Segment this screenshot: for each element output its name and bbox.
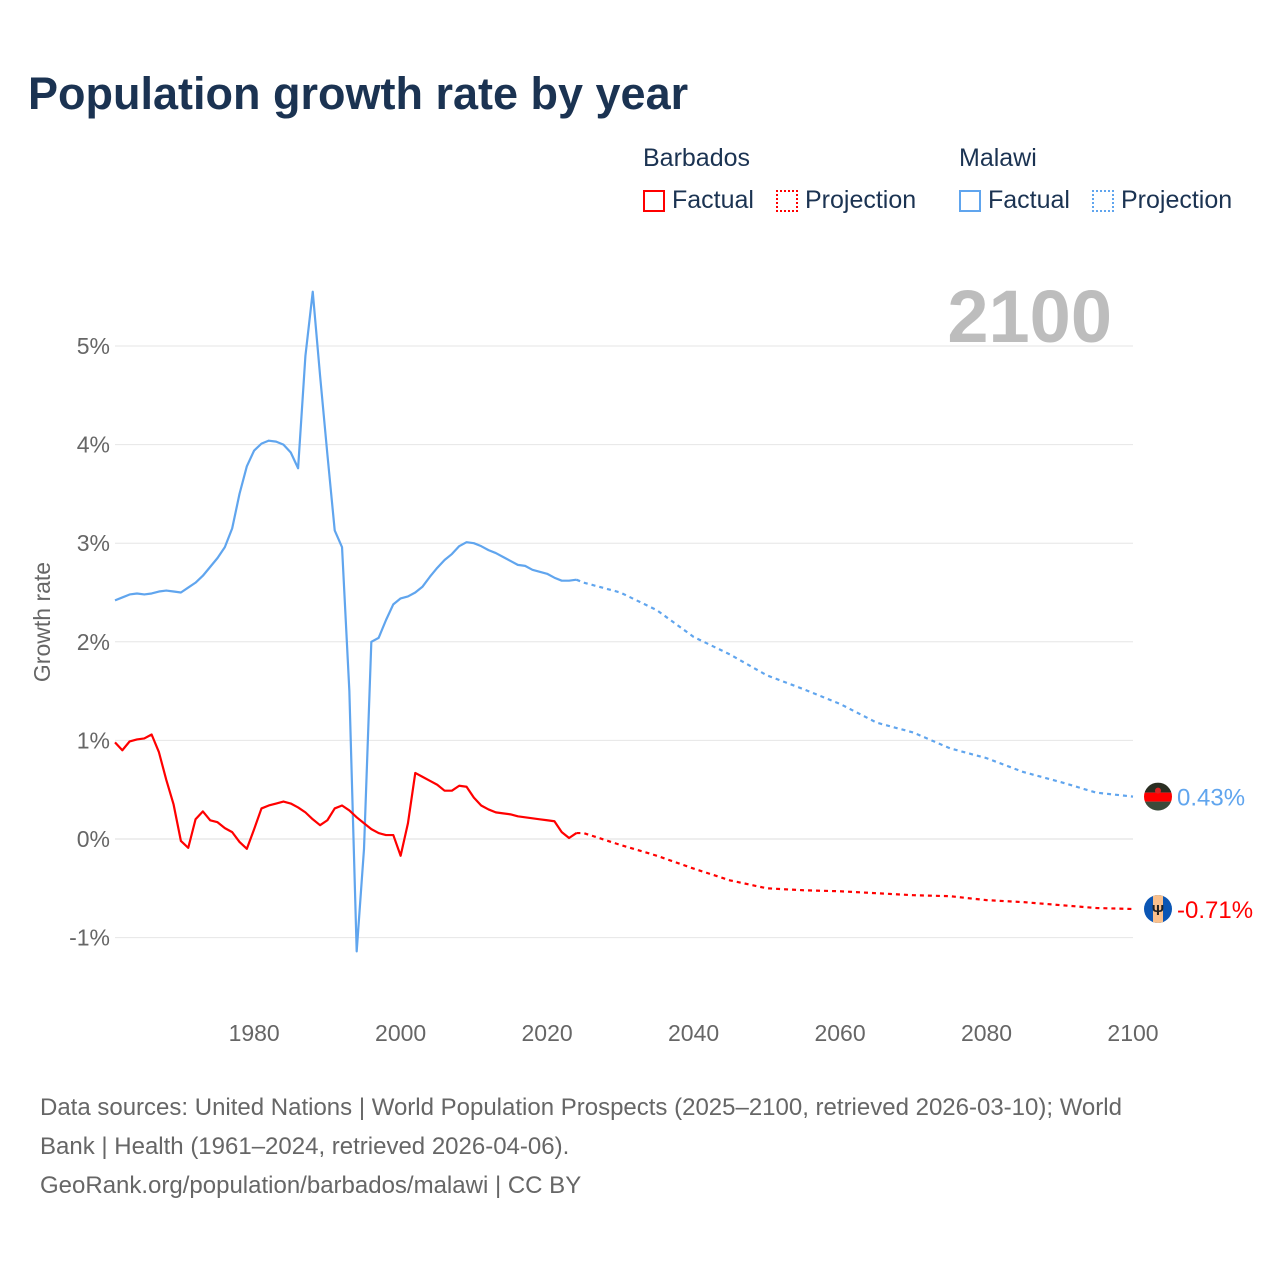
footer-sources: Data sources: United Nations | World Pop… (40, 1094, 1122, 1121)
trident-icon: Ψ (1152, 902, 1164, 919)
malawi-flag-icon (1144, 782, 1172, 811)
footer: Data sources: United Nations | World Pop… (40, 1088, 1240, 1205)
legend-group-malawi: Malawi (959, 144, 1037, 172)
chart-title: Population growth rate by year (28, 68, 689, 119)
legend-barbados-factual[interactable]: Factual (643, 186, 754, 215)
flag-sun (1155, 787, 1161, 794)
end-value-label: -0.71% (1177, 897, 1253, 924)
legend-swatch-solid (643, 189, 665, 212)
legend-label: Factual (672, 186, 754, 214)
flag-body: Ψ (1144, 895, 1172, 924)
y-tick-label: 2% (77, 629, 110, 655)
flag-stripe (1153, 895, 1163, 924)
legend-malawi-factual[interactable]: Factual (959, 186, 1070, 215)
y-tick-label: 5% (77, 333, 110, 359)
y-tick-label: 4% (77, 432, 110, 458)
series-line-malawi-factual (114, 290, 577, 953)
flag-body (1144, 782, 1172, 811)
footer-link[interactable]: GeoRank.org/population/barbados/malawi |… (40, 1172, 582, 1199)
x-tick-label: 2000 (375, 1020, 426, 1046)
legend-label: Projection (805, 186, 917, 214)
legend-label: Projection (1121, 186, 1233, 214)
x-tick-label: 2040 (668, 1020, 719, 1046)
y-tick-label: -1% (69, 925, 110, 951)
legend-swatch-dotted (776, 189, 798, 212)
footer-sources-cont: Bank | Health (1961–2024, retrieved 2026… (40, 1133, 570, 1160)
y-axis-label: Growth rate (29, 562, 55, 682)
legend-barbados-projection[interactable]: Projection (776, 186, 916, 215)
legend-malawi-projection[interactable]: Projection (1092, 186, 1232, 215)
barbados-flag-icon: Ψ (1144, 895, 1172, 924)
year-watermark: 2100 (947, 275, 1112, 358)
legend-swatch-dotted (1092, 189, 1114, 212)
series-line-barbados-factual (114, 733, 578, 857)
x-tick-label: 2080 (961, 1020, 1012, 1046)
legend-group-barbados: Barbados (643, 144, 751, 172)
series-line-malawi-projection (575, 578, 1134, 798)
series-line-barbados-projection (576, 831, 1134, 911)
legend-label: Factual (988, 186, 1070, 214)
legend-swatch-solid (959, 189, 981, 212)
end-value-label: 0.43% (1177, 785, 1245, 812)
x-tick-label: 1980 (229, 1020, 280, 1046)
y-tick-label: 1% (77, 727, 110, 753)
flag-stripe (1144, 801, 1172, 811)
x-tick-label: 2060 (814, 1020, 865, 1046)
y-tick-label: 0% (77, 826, 110, 852)
x-tick-label: 2020 (522, 1020, 573, 1046)
y-tick-label: 3% (77, 530, 110, 556)
x-tick-label: 2100 (1107, 1020, 1158, 1046)
flag-stripe (1144, 792, 1172, 802)
